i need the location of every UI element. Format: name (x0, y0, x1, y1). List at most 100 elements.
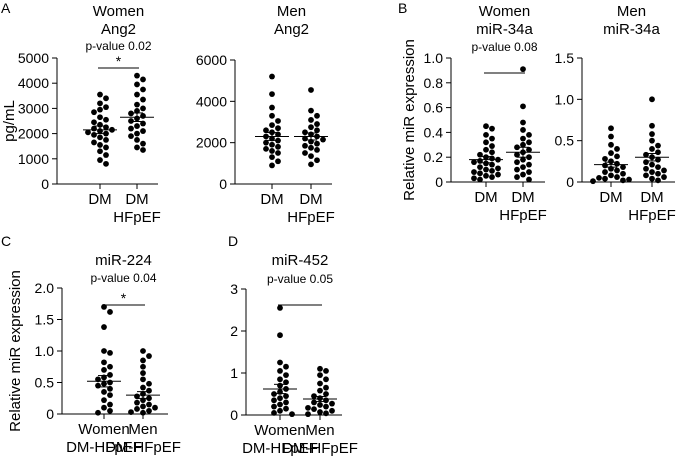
chart-b1-data-point (483, 131, 489, 138)
chart-a1-category-label: HFpEF (113, 209, 161, 226)
chart-b2-data-point (626, 176, 632, 183)
chart-b2-data-point (649, 96, 655, 103)
chart-a2-data-point (275, 150, 281, 156)
chart-c-data-point (101, 359, 107, 366)
chart-a2-data-point (308, 87, 314, 93)
chart-b2-data-point (614, 153, 620, 160)
chart-c-data-point (146, 380, 152, 387)
chart-b2-data-point (655, 142, 661, 149)
chart-a1-data-point (140, 105, 146, 112)
chart-d-data-point (277, 359, 283, 366)
chart-d-data-point (271, 397, 277, 404)
chart-b1-category-label: HFpEF (499, 207, 547, 224)
chart-b1-y-tick-label: 0.2 (424, 149, 444, 165)
chart-a2-data-point (308, 107, 314, 114)
chart-a1-data-point (91, 109, 97, 116)
chart-a1-data-point (140, 96, 146, 103)
chart-b2-category-label: DM (599, 189, 622, 206)
chart-a1-data-point (128, 125, 134, 132)
chart-c-data-point (101, 348, 107, 354)
chart-a1-data-point (91, 139, 97, 146)
chart-b1-data-point (526, 146, 532, 153)
chart-b1-data-point (483, 139, 489, 146)
chart-a1-data-point (103, 144, 109, 151)
chart-d-data-point (329, 407, 335, 414)
chart-d-category-label: DM-HFpEF (242, 440, 318, 457)
chart-b2-data-point (649, 175, 655, 182)
chart-a1-data-point (97, 134, 103, 141)
chart-a1-data-point (128, 110, 134, 117)
chart-b2-data-point (649, 169, 655, 175)
chart-a2-data-point (308, 153, 314, 160)
chart-a1-category-label: DM (88, 191, 111, 208)
chart-b2-data-point (655, 170, 661, 177)
chart-c-data-point (140, 409, 146, 416)
chart-a1-y-tick-label: 4000 (18, 75, 49, 91)
chart-d-category-label: Men (305, 422, 334, 439)
chart-b1-data-point (526, 176, 532, 183)
chart-c-data-point (101, 367, 107, 373)
panel-label-b: B (398, 0, 407, 16)
chart-a2-data-point (314, 157, 320, 164)
chart-b1-title: Women (479, 3, 530, 20)
chart-c-data-point (134, 406, 140, 412)
chart-a1-title: Ang2 (101, 21, 136, 38)
chart-c-data-point (107, 363, 113, 370)
chart-a2-y-tick-label: 0 (219, 176, 227, 192)
chart-a1-data-point (97, 100, 103, 107)
chart-a1-data-point (103, 104, 109, 111)
chart-d-data-point (311, 399, 317, 406)
chart-c-data-point (134, 399, 140, 406)
chart-b1-y-tick-label: 1.0 (424, 50, 444, 66)
chart-d-data-point (271, 410, 277, 416)
chart-d-p-value: p-value 0.05 (267, 272, 333, 286)
chart-a1-data-point (134, 108, 140, 114)
chart-a2-data-point (269, 91, 275, 97)
chart-b1-p-value: p-value 0.08 (471, 40, 537, 54)
chart-a2-data-point (269, 104, 275, 111)
chart-c-category-label: Men (128, 421, 157, 438)
chart-d-data-point (277, 395, 283, 402)
chart-b1-title: miR-34a (476, 21, 533, 38)
chart-d-data-point (311, 406, 317, 413)
chart-b1-data-point (471, 175, 477, 182)
chart-a2-data-point (308, 124, 314, 131)
chart-a2-category-label: DM (260, 191, 283, 208)
chart-c-significance-star: * (121, 290, 127, 306)
chart-c-data-point (107, 407, 113, 414)
chart-a1-data-point (103, 160, 109, 167)
chart-a1-data-point (97, 114, 103, 121)
chart-d-data-point (283, 405, 289, 412)
chart-c-data-point (140, 363, 146, 370)
chart-a1-data-point (91, 119, 97, 126)
chart-a2-data-point (275, 125, 281, 132)
chart-a2-data-point (275, 143, 281, 150)
chart-b1-data-point (520, 127, 526, 133)
chart-a2-data-point (314, 121, 320, 127)
chart-c-y-tick-label: 0 (46, 406, 54, 422)
chart-b2-data-point (649, 161, 655, 168)
chart-a2-title: Men (277, 3, 306, 20)
chart-a1-p-value: p-value 0.02 (85, 39, 151, 53)
chart-d-data-point (305, 404, 311, 411)
chart-d-data-point (277, 305, 283, 311)
chart-b1-data-point (489, 167, 495, 174)
chart-a2-title: Ang2 (274, 21, 309, 38)
chart-d-data-point (317, 409, 323, 415)
chart-b1-data-point (526, 139, 532, 146)
chart-c-data-point (140, 370, 146, 376)
chart-b1-data-point (514, 151, 520, 158)
chart-b2-y-tick-label: 0 (566, 174, 574, 190)
chart-b2-data-point (643, 159, 649, 166)
chart-b1-data-point (483, 166, 489, 173)
chart-b1-data-point (514, 166, 520, 173)
chart-a2-data-point (263, 139, 269, 146)
chart-b1-data-point (520, 103, 526, 110)
chart-b2-data-point (614, 167, 620, 174)
chart-a1-y-tick-label: 2000 (18, 126, 49, 142)
chart-d-data-point (323, 403, 329, 410)
chart-b2-y-tick-label: 0.5 (555, 133, 575, 149)
chart-b2-data-point (655, 164, 661, 171)
